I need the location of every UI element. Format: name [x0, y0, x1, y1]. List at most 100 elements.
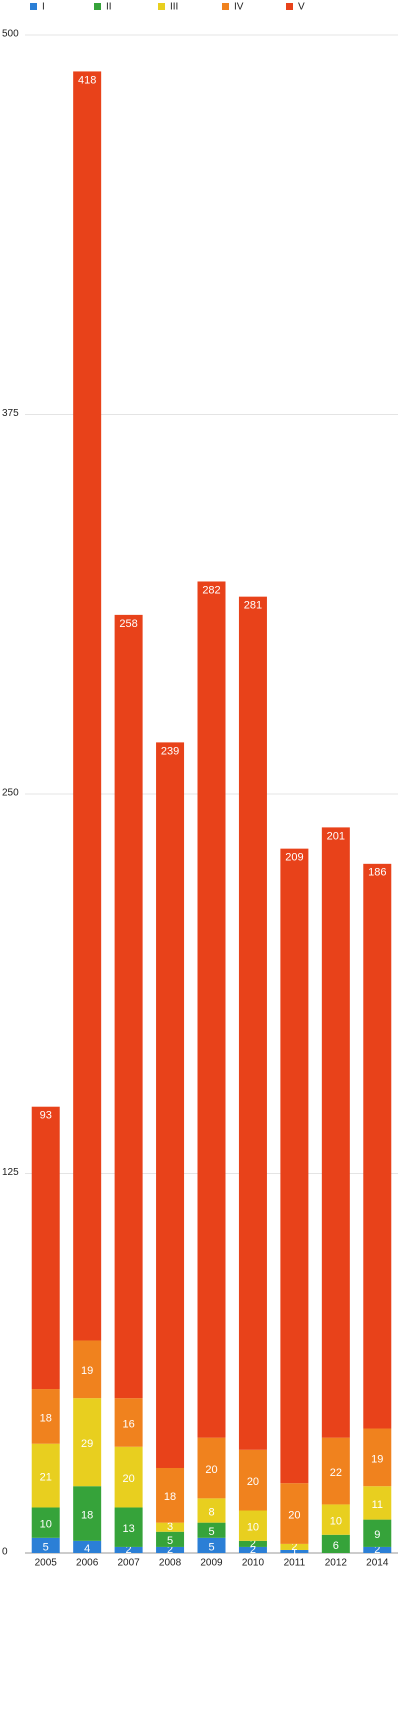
bar-segment	[114, 614, 143, 1399]
bar-segment	[156, 1531, 185, 1547]
value-label: 6	[333, 1540, 339, 1552]
value-label: 281	[244, 600, 262, 612]
value-label: 19	[371, 1453, 383, 1465]
value-label: 2	[250, 1538, 256, 1550]
value-label: 239	[161, 745, 179, 757]
value-label: 209	[285, 852, 303, 864]
legend-label: IV	[234, 2, 244, 13]
value-label: 2	[126, 1544, 132, 1556]
value-label: 2	[374, 1544, 380, 1556]
bar-segment	[363, 1486, 392, 1520]
y-tick-label: 0	[2, 1547, 8, 1558]
value-label: 1	[291, 1545, 297, 1557]
bar-segment	[197, 1498, 226, 1523]
value-label: 22	[330, 1467, 342, 1479]
bar-segment	[31, 1389, 60, 1444]
value-label: 21	[40, 1471, 52, 1483]
value-label: 20	[247, 1476, 259, 1488]
value-label: 29	[81, 1438, 93, 1450]
y-tick-label: 375	[2, 408, 19, 419]
value-label: 93	[40, 1110, 52, 1122]
bar-segment	[280, 1549, 309, 1553]
bar-segment	[73, 71, 102, 1341]
value-label: 10	[247, 1522, 259, 1534]
value-label: 18	[40, 1412, 52, 1424]
bar-segment	[73, 1540, 102, 1553]
value-label: 5	[167, 1535, 173, 1547]
value-label: 418	[78, 74, 96, 86]
x-tick-label: 2014	[366, 1558, 389, 1569]
bar-segment	[114, 1398, 143, 1447]
legend-label: V	[298, 2, 305, 13]
value-label: 282	[202, 584, 220, 596]
legend-swatch	[94, 3, 101, 10]
bar-segment	[363, 1546, 392, 1553]
bar-segment	[31, 1106, 60, 1390]
bar-segment	[197, 1537, 226, 1553]
bar-segment	[363, 1519, 392, 1547]
bar-segment	[31, 1443, 60, 1508]
bar-segment	[31, 1507, 60, 1538]
value-label: 258	[119, 618, 137, 630]
y-tick-label: 250	[2, 788, 19, 799]
x-tick-label: 2011	[284, 1558, 306, 1569]
value-label: 18	[164, 1491, 176, 1503]
y-tick-label: 500	[2, 29, 19, 40]
x-tick-label: 2012	[325, 1558, 348, 1569]
legend-label: III	[170, 2, 178, 13]
bar-segment	[73, 1398, 102, 1487]
bar-segment	[238, 1546, 267, 1553]
bar-segment	[114, 1446, 143, 1508]
x-tick-label: 2008	[159, 1558, 182, 1569]
value-label: 20	[122, 1473, 134, 1485]
value-label: 8	[208, 1506, 214, 1518]
value-label: 11	[372, 1499, 383, 1511]
legend-swatch	[286, 3, 293, 10]
value-label: 201	[327, 830, 345, 842]
x-tick-label: 2006	[76, 1558, 99, 1569]
bar-segment	[31, 1537, 60, 1553]
bar-segment	[321, 827, 350, 1438]
bar-segment	[156, 1522, 185, 1532]
value-label: 5	[43, 1541, 49, 1553]
bar-segment	[321, 1534, 350, 1553]
bar-segment	[73, 1486, 102, 1541]
bar-segment	[321, 1504, 350, 1535]
x-tick-label: 2009	[200, 1558, 223, 1569]
bar-segment	[363, 1428, 392, 1487]
bar-segment	[238, 1510, 267, 1541]
bar-segment	[156, 742, 185, 1468]
value-label: 9	[374, 1529, 380, 1541]
legend-swatch	[158, 3, 165, 10]
legend-swatch	[222, 3, 229, 10]
x-tick-label: 2005	[35, 1558, 58, 1569]
bar-segment	[197, 1437, 226, 1499]
x-tick-label: 2010	[242, 1558, 265, 1569]
value-label: 13	[122, 1523, 134, 1535]
value-label: 16	[122, 1418, 134, 1430]
value-label: 10	[330, 1516, 342, 1528]
y-tick-label: 125	[2, 1167, 19, 1178]
bar-segment	[280, 1543, 309, 1550]
bar-segment	[114, 1546, 143, 1553]
bar-segment	[197, 1522, 226, 1538]
bar-segment	[156, 1546, 185, 1553]
bar-segment	[114, 1507, 143, 1547]
bar-segment	[238, 1449, 267, 1511]
bar-segment	[197, 581, 226, 1438]
value-label: 18	[81, 1509, 93, 1521]
value-label: 4	[84, 1543, 90, 1555]
value-label: 2	[291, 1541, 297, 1553]
value-label: 2	[167, 1544, 173, 1556]
value-label: 5	[208, 1541, 214, 1553]
bar-segment	[363, 863, 392, 1429]
bar-segment	[280, 1483, 309, 1544]
value-label: 10	[40, 1519, 52, 1531]
value-label: 19	[81, 1365, 93, 1377]
value-label: 186	[368, 867, 386, 879]
value-label: 5	[208, 1526, 214, 1538]
value-label: 20	[288, 1509, 300, 1521]
legend-swatch	[30, 3, 37, 10]
value-label: 3	[167, 1521, 173, 1533]
value-label: 20	[205, 1464, 217, 1476]
